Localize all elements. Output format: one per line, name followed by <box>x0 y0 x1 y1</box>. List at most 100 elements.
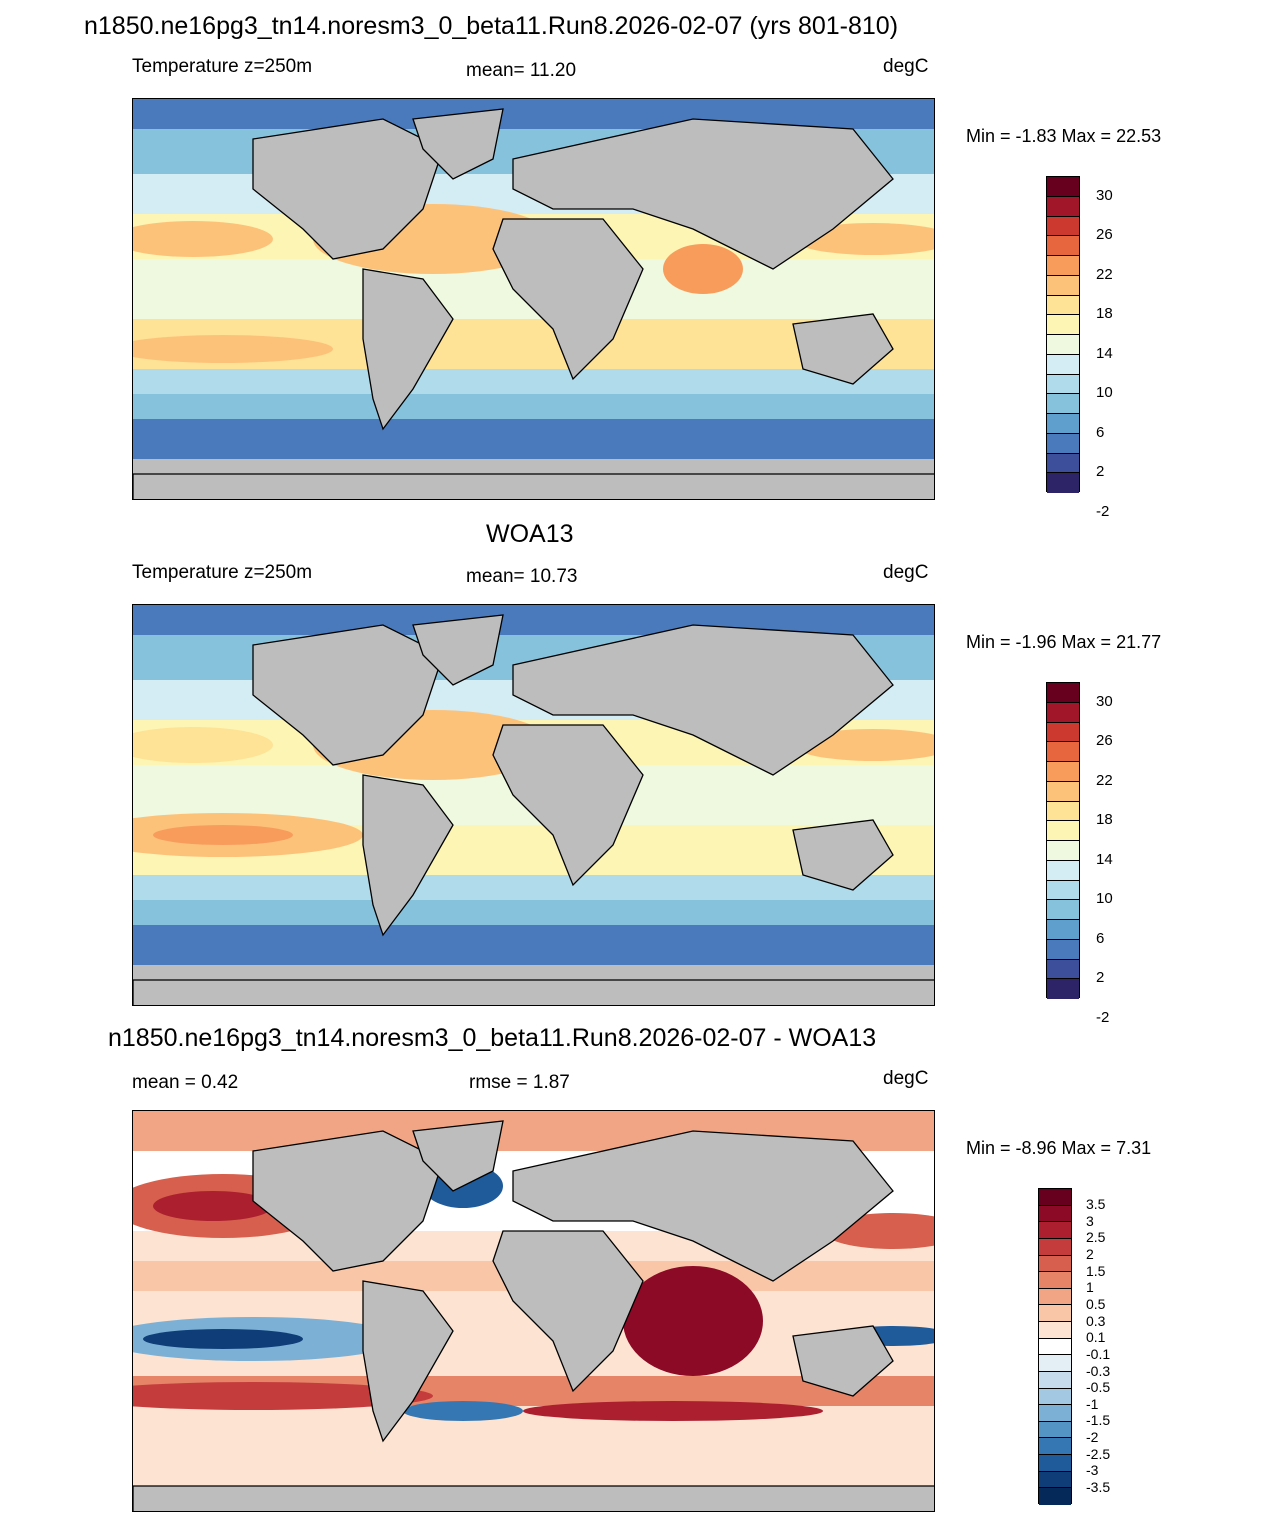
colorbar-tick-label: 14 <box>1096 344 1113 362</box>
panel-1-units-label: degC <box>883 56 929 77</box>
colorbar-tick-label: 6 <box>1096 929 1105 947</box>
colorbar-swatch <box>1039 1388 1071 1406</box>
colorbar-tick-label: 22 <box>1096 265 1113 283</box>
colorbar-swatch <box>1047 374 1079 395</box>
colorbar-tick-label: -2 <box>1096 502 1110 520</box>
colorbar-swatch <box>1039 1322 1071 1339</box>
colorbar-tick-label: -0.1 <box>1086 1345 1111 1362</box>
colorbar-swatch <box>1047 236 1079 256</box>
colorbar-swatch <box>1039 1438 1071 1456</box>
panel-3-rmse-label: rmse = 1.87 <box>469 1072 570 1093</box>
colorbar-swatch <box>1047 801 1079 822</box>
panel-2-colorbar <box>1046 682 1080 999</box>
colorbar-swatch <box>1047 315 1079 335</box>
panel-3-map <box>132 1110 935 1512</box>
panel-1-variable-label: Temperature z=250m <box>132 56 313 77</box>
colorbar-swatch <box>1039 1205 1071 1223</box>
colorbar-tick-label: 22 <box>1096 771 1113 789</box>
panel-1-colorbar <box>1046 176 1080 493</box>
colorbar-swatch <box>1047 959 1079 980</box>
colorbar-swatch <box>1039 1288 1071 1306</box>
panel-1-title: n1850.ne16pg3_tn14.noresm3_0_beta11.Run8… <box>84 12 899 40</box>
colorbar-swatch <box>1047 920 1079 940</box>
colorbar-swatch <box>1047 414 1079 434</box>
panel-1-mean-label: mean= 11.20 <box>466 60 577 81</box>
colorbar-swatch <box>1039 1371 1071 1389</box>
colorbar-tick-label: 2 <box>1096 463 1105 481</box>
panel-3-map-plot <box>133 1111 934 1511</box>
panel-2-mean-label: mean= 10.73 <box>466 566 578 587</box>
panel-1-map-plot <box>133 99 934 499</box>
colorbar-swatch <box>1039 1455 1071 1472</box>
colorbar-tick-label: -2 <box>1086 1429 1099 1446</box>
colorbar-tick-label: -2 <box>1096 1008 1110 1026</box>
colorbar-tick-label: 30 <box>1096 692 1113 710</box>
colorbar-swatch <box>1047 453 1079 474</box>
colorbar-swatch <box>1047 781 1079 802</box>
colorbar-tick-label: 3.5 <box>1086 1196 1106 1213</box>
panel-3-units-label: degC <box>883 1068 929 1089</box>
colorbar-tick-label: 6 <box>1096 423 1105 441</box>
colorbar-tick-label: 30 <box>1096 186 1113 204</box>
colorbar-swatch <box>1047 880 1079 901</box>
colorbar-swatch <box>1047 939 1079 960</box>
colorbar-swatch <box>1047 275 1079 296</box>
colorbar-swatch <box>1047 979 1079 999</box>
panel-1-min-max: Min = -1.83 Max = 22.53 <box>966 126 1162 146</box>
colorbar-swatch <box>1047 216 1079 237</box>
colorbar-tick-label: 1.5 <box>1086 1262 1106 1279</box>
colorbar-tick-label: 10 <box>1096 890 1113 908</box>
panel-2-map <box>132 604 935 1006</box>
panel-3-min-max: Min = -8.96 Max = 7.31 <box>966 1138 1152 1158</box>
colorbar-swatch <box>1047 256 1079 276</box>
colorbar-swatch <box>1047 394 1079 414</box>
panel-3-title: n1850.ne16pg3_tn14.noresm3_0_beta11.Run8… <box>108 1024 877 1052</box>
colorbar-tick-label: -0.5 <box>1086 1379 1111 1396</box>
colorbar-tick-label: 0.3 <box>1086 1312 1106 1329</box>
colorbar-swatch <box>1047 722 1079 743</box>
colorbar-tick-label: 18 <box>1096 305 1113 323</box>
panel-3-mean-label: mean = 0.42 <box>132 1072 239 1093</box>
panel-3-colorbar <box>1038 1188 1072 1505</box>
panel-2-map-plot <box>133 605 934 1005</box>
colorbar-swatch <box>1039 1272 1071 1289</box>
colorbar-swatch <box>1039 1488 1071 1505</box>
colorbar-swatch <box>1047 860 1079 881</box>
colorbar-swatch <box>1047 900 1079 920</box>
colorbar-swatch <box>1047 742 1079 762</box>
colorbar-swatch <box>1039 1238 1071 1256</box>
colorbar-swatch <box>1047 196 1079 217</box>
colorbar-swatch <box>1047 473 1079 493</box>
colorbar-tick-label: -1.5 <box>1086 1412 1111 1429</box>
colorbar-tick-label: -2.5 <box>1086 1445 1111 1462</box>
colorbar-tick-label: 26 <box>1096 226 1113 244</box>
colorbar-swatch <box>1039 1421 1071 1439</box>
colorbar-swatch <box>1047 702 1079 723</box>
colorbar-tick-label: -3 <box>1086 1462 1099 1479</box>
panel-1-map <box>132 98 935 500</box>
colorbar-tick-label: 26 <box>1096 732 1113 750</box>
colorbar-swatch <box>1047 433 1079 454</box>
colorbar-swatch <box>1039 1255 1071 1273</box>
panel-2-title: WOA13 <box>486 520 574 548</box>
colorbar-swatch <box>1047 821 1079 841</box>
colorbar-tick-label: 0.1 <box>1086 1329 1106 1346</box>
colorbar-swatch <box>1039 1338 1071 1356</box>
colorbar-swatch <box>1047 683 1079 703</box>
colorbar-swatch <box>1039 1222 1071 1239</box>
colorbar-tick-label: -3.5 <box>1086 1478 1111 1495</box>
colorbar-swatch <box>1047 354 1079 375</box>
colorbar-tick-label: 0.5 <box>1086 1296 1106 1313</box>
colorbar-swatch <box>1047 841 1079 861</box>
colorbar-swatch <box>1047 177 1079 197</box>
colorbar-tick-label: -1 <box>1086 1395 1099 1412</box>
colorbar-swatch <box>1039 1405 1071 1422</box>
colorbar-tick-label: 14 <box>1096 850 1113 868</box>
panel-2-variable-label: Temperature z=250m <box>132 562 313 583</box>
colorbar-tick-label: 18 <box>1096 811 1113 829</box>
colorbar-swatch <box>1047 295 1079 316</box>
colorbar-swatch <box>1047 762 1079 782</box>
colorbar-swatch <box>1039 1305 1071 1323</box>
colorbar-tick-label: 3 <box>1086 1212 1094 1229</box>
colorbar-tick-label: 10 <box>1096 384 1113 402</box>
